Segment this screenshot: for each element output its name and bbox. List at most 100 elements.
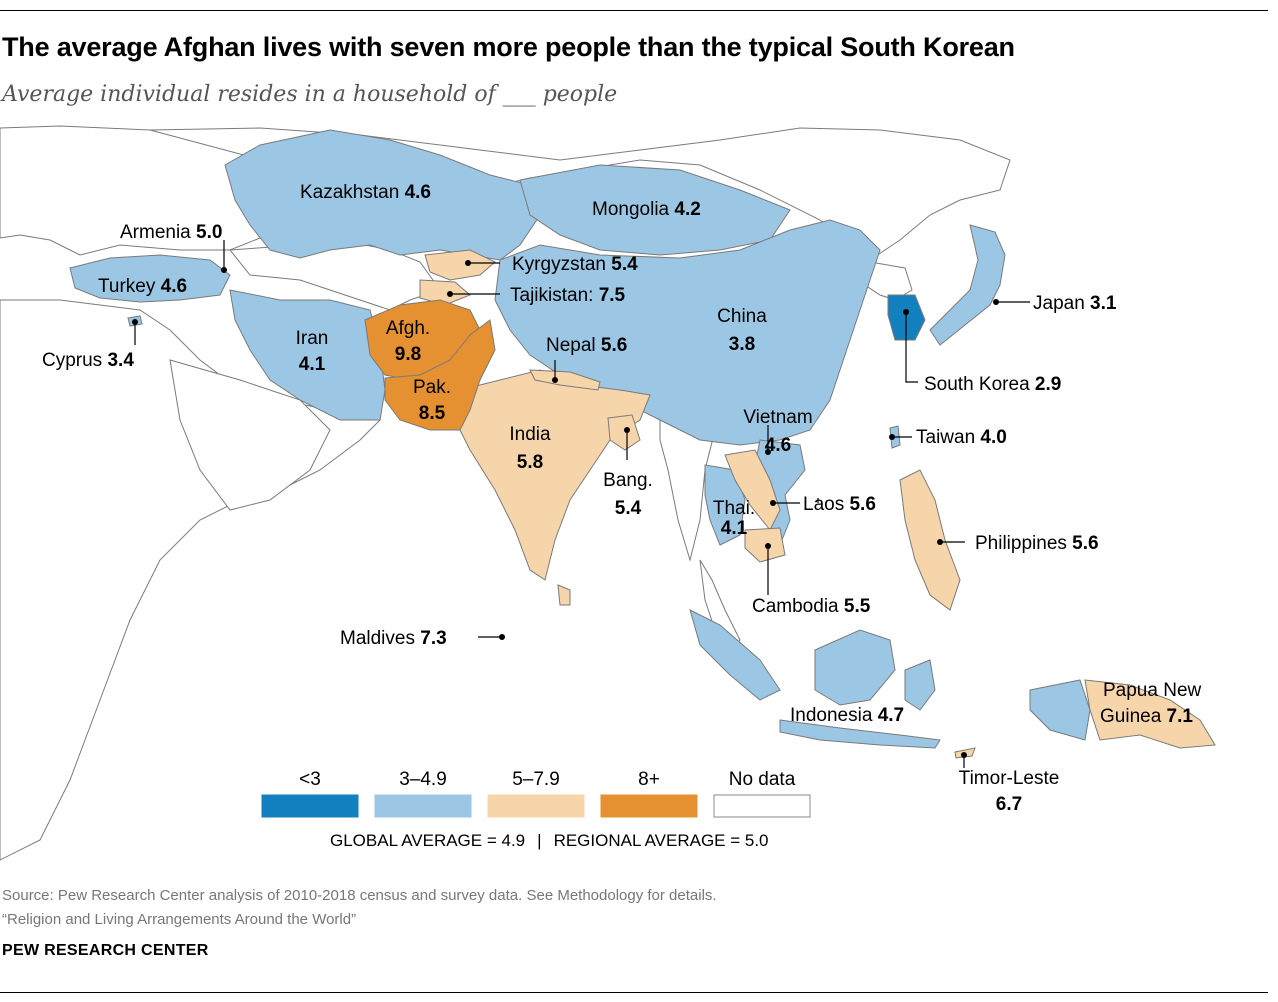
pakistan-shape	[384, 319, 496, 431]
mongolia-shape	[519, 164, 791, 256]
kyrgyzstan-shape	[424, 249, 496, 281]
label-japan: Japan 3.1	[1033, 293, 1117, 314]
leader-laos	[775, 498, 819, 504]
pew-logo: PEW RESEARCH CENTER	[2, 942, 209, 959]
country-name: Kazakhstan	[300, 182, 405, 203]
country-name: Laos	[803, 494, 849, 515]
country-name: Bang.	[603, 470, 653, 491]
dot-japan	[993, 299, 999, 305]
dot-kyrgyzstan	[465, 260, 471, 266]
legend-label-1: 3–4.9	[399, 769, 447, 790]
dot-bangladesh	[624, 427, 630, 433]
country-name: South Korea	[924, 374, 1035, 395]
country-value: 6.7	[996, 794, 1022, 815]
dot-laos	[770, 500, 776, 506]
legend-swatch-1	[374, 794, 472, 818]
country-name: Vietnam	[743, 407, 812, 428]
sumatra	[689, 609, 781, 701]
arabia	[169, 359, 331, 511]
country-name: China	[717, 306, 767, 327]
java	[779, 719, 941, 749]
label-cambodia: Cambodia 5.5	[752, 596, 871, 617]
asia-map: Kazakhstan 4.6 Mongolia 4.2 Armenia 5.0 Kyr…	[0, 125, 1216, 861]
country-value: 7.5	[599, 285, 626, 306]
label-guinea: Guinea 7.1	[1100, 706, 1193, 727]
label-armenia: Armenia 5.0	[120, 222, 222, 243]
sri-lanka-shape	[557, 584, 571, 606]
country-value: 4.0	[980, 427, 1006, 448]
label-papua-new: Papua New	[1103, 680, 1202, 701]
label-bang: Bang. 5.4	[603, 470, 653, 519]
country-name: Papua New	[1103, 680, 1202, 701]
country-name: Iran	[296, 328, 329, 349]
country-value: 7.1	[1167, 706, 1194, 727]
bottom-rule	[0, 992, 1268, 993]
source-line-1: Source: Pew Research Center analysis of …	[2, 887, 717, 904]
country-name: Thai.	[713, 498, 755, 519]
range-5-7-9	[419, 249, 1216, 759]
country-name: Tajikistan:	[510, 285, 599, 306]
country-name: Afgh.	[386, 318, 430, 339]
source-line-2: “Religion and Living Arrangements Around…	[2, 911, 357, 928]
country-name: India	[509, 424, 551, 445]
country-value: 5.4	[615, 498, 642, 519]
country-value: 2.9	[1035, 374, 1061, 395]
country-name: Cambodia	[752, 596, 844, 617]
legend-swatch-3	[600, 794, 698, 818]
country-value: 4.6	[161, 276, 187, 297]
dot-vietnam	[765, 449, 771, 455]
legend-label-3: 8+	[638, 769, 660, 790]
country-value: 5.6	[601, 335, 627, 356]
label-laos: Laos 5.6	[803, 494, 876, 515]
cambodia-shape	[744, 527, 786, 563]
label-turkey: Turkey 4.6	[98, 276, 187, 297]
dot-south-korea	[903, 309, 909, 315]
leaders	[132, 240, 1030, 768]
label-vietnam: Vietnam 4.6	[743, 407, 812, 456]
legend-swatch-0	[261, 794, 359, 818]
dot-cyprus	[132, 319, 138, 325]
country-value: 3.1	[1090, 293, 1117, 314]
label-thai: Thai. 4.1	[713, 498, 755, 539]
country-value: 9.8	[395, 344, 421, 365]
dot-taiwan	[889, 434, 895, 440]
country-value: 3.8	[729, 334, 755, 355]
label-taiwan: Taiwan 4.0	[916, 427, 1007, 448]
global-average: GLOBAL AVERAGE = 4.9	[330, 831, 525, 850]
legend-label-2: 5–7.9	[512, 769, 560, 790]
country-name: Armenia	[120, 222, 196, 243]
iran-shape	[229, 289, 386, 421]
label-kyrgyzstan: Kyrgyzstan 5.4	[512, 254, 638, 275]
label-maldives: Maldives 7.3	[340, 628, 447, 649]
country-value: 4.1	[299, 354, 326, 375]
country-value: 5.4	[611, 254, 638, 275]
country-value: 3.4	[107, 350, 134, 371]
nodata-regions	[0, 125, 1011, 861]
label-nepal: Nepal 5.6	[546, 335, 627, 356]
label-kazakhstan: Kazakhstan 4.6	[300, 182, 431, 203]
label-india: India 5.8	[509, 424, 551, 473]
country-labels: Kazakhstan 4.6 Mongolia 4.2 Armenia 5.0 Kyr…	[42, 182, 1202, 815]
dot-timor	[961, 752, 967, 758]
range-8-plus	[364, 299, 496, 431]
country-value: 5.8	[517, 452, 543, 473]
new-guinea-west	[1029, 679, 1091, 741]
country-name: Mongolia	[592, 199, 674, 220]
turkey-shape	[69, 254, 231, 303]
png-shape	[1084, 679, 1216, 749]
source-note: Source: Pew Research Center analysis of …	[2, 884, 717, 932]
country-name: Philippines	[975, 533, 1072, 554]
label-iran: Iran 4.1	[296, 328, 329, 375]
country-value: 5.6	[1072, 533, 1098, 554]
leader-south-korea	[905, 314, 918, 383]
country-value: 7.3	[420, 628, 446, 649]
dot-maldives	[499, 634, 505, 640]
range-3-4-9	[69, 129, 1091, 749]
country-name: Guinea	[1100, 706, 1167, 727]
country-name: Maldives	[340, 628, 420, 649]
legend-swatch-4	[713, 794, 811, 818]
average-separator: |	[537, 831, 541, 850]
country-name: Nepal	[546, 335, 601, 356]
label-pak: Pak. 8.5	[413, 377, 451, 424]
country-name: Timor-Leste	[959, 768, 1060, 789]
